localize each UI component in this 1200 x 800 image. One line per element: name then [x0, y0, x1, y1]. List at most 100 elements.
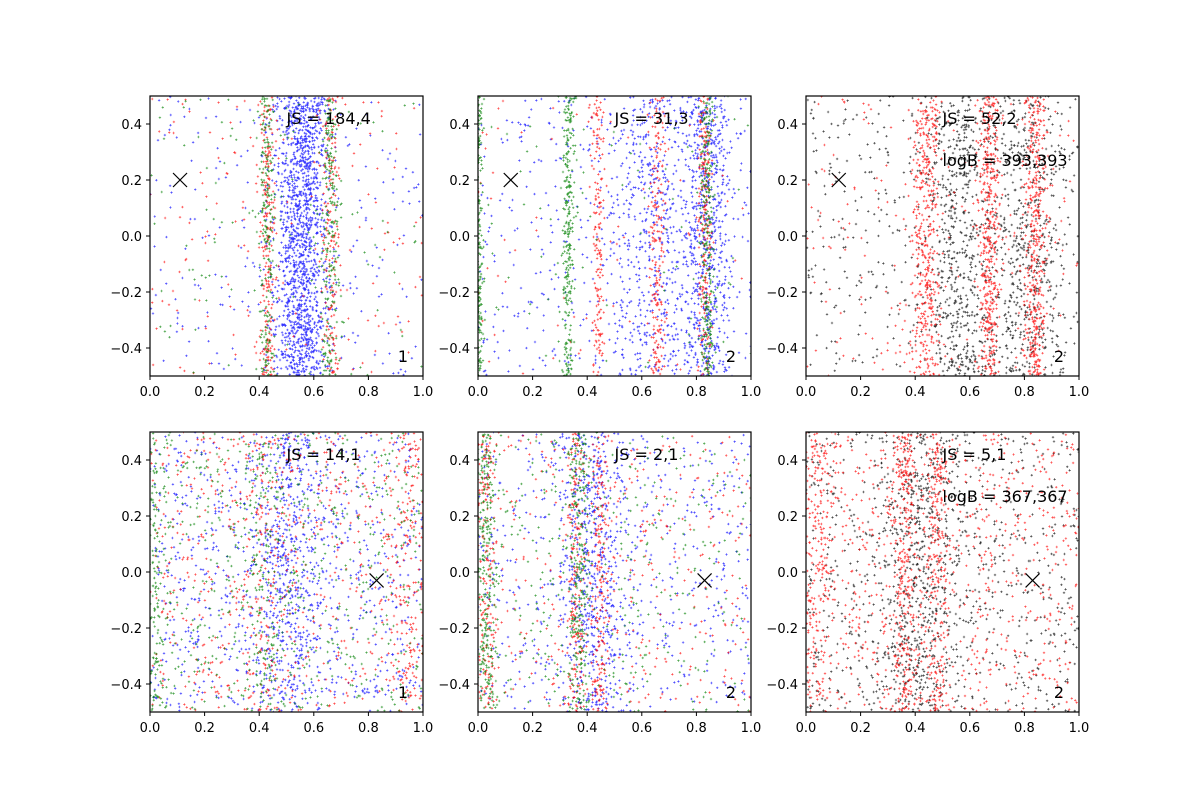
x-marker [1025, 572, 1041, 588]
y-tick-label: −0.4 [110, 678, 142, 693]
y-tick-label: −0.2 [438, 622, 470, 637]
y-tick-label: 0.0 [777, 230, 798, 245]
x-tick-label: 0.0 [468, 385, 489, 400]
y-tick-label: 0.0 [121, 566, 142, 581]
x-marker [831, 172, 847, 188]
x-tick-label: 0.2 [522, 385, 543, 400]
y-tick-label: −0.4 [766, 678, 798, 693]
y-tick-label: −0.4 [438, 678, 470, 693]
scatter-panel-top-middle: JS = 31,3 2 0.0 0.2 0.4 0.6 0.8 1.0 0.4 0.2 0.0 −0.… [438, 95, 761, 400]
x-tick-label: 0.8 [686, 721, 707, 736]
data-points [806, 96, 1079, 376]
x-tick-label: 1.0 [1069, 721, 1090, 736]
x-tick-label: 1.0 [413, 721, 434, 736]
x-tick-label: 0.8 [358, 385, 379, 400]
annotation-text: JS = 14,1 [286, 445, 361, 464]
annotation-text: JS = 5,1 [942, 445, 1007, 464]
point-cloud-red [806, 96, 1079, 376]
x-tick-label: 0.6 [303, 721, 324, 736]
x-tick-label: 0.2 [522, 721, 543, 736]
y-tick-label: 0.4 [777, 454, 798, 469]
y-tick-label: 0.2 [777, 510, 798, 525]
series-blue [150, 96, 423, 376]
x-tick-label: 1.0 [741, 721, 762, 736]
y-tick-label: 0.0 [449, 230, 470, 245]
series-green [150, 432, 423, 712]
scatter-panel-bottom-middle: JS = 2,1 2 0.0 0.2 0.4 0.6 0.8 1.0 0.4 0.2 0.0 −0.2… [438, 431, 761, 736]
x-tick-label: 0.2 [194, 385, 215, 400]
corner-label: 1 [398, 347, 408, 366]
series-black [806, 432, 1079, 712]
y-tick-label: 0.2 [121, 174, 142, 189]
y-tick-label: 0.4 [449, 454, 470, 469]
y-tick-label: 0.2 [449, 174, 470, 189]
scatter-panel-top-right: JS = 52,2 logB = 393,393 2 0.0 0.2 0.4 0.6 0.8 1… [766, 95, 1090, 400]
scatter-panel-bottom-right: JS = 5,1 logB = 367,367 2 0.0 0.2 0.4 0.6 0.8 1.… [766, 431, 1089, 736]
x-tick-label: 0.0 [140, 721, 161, 736]
y-tick-label: 0.0 [777, 566, 798, 581]
x-tick-label: 0.0 [796, 385, 817, 400]
x-tick-label: 0.4 [577, 385, 598, 400]
x-tick-label: 0.6 [303, 385, 324, 400]
point-cloud-green [150, 96, 423, 376]
corner-label: 2 [1054, 683, 1064, 702]
annotation-text: JS = 2,1 [614, 445, 679, 464]
x-tick-label: 0.2 [850, 721, 871, 736]
series-blue [150, 432, 423, 712]
data-points [806, 432, 1079, 712]
y-tick-label: −0.2 [110, 286, 142, 301]
x-tick-label: 1.0 [1069, 385, 1090, 400]
y-tick-label: −0.2 [438, 286, 470, 301]
series-red [150, 96, 423, 376]
y-tick-label: −0.2 [766, 622, 798, 637]
x-tick-label: 0.6 [631, 385, 652, 400]
axes-frame [149, 431, 424, 713]
data-points [150, 432, 423, 712]
series-green [478, 96, 751, 376]
x-tick-label: 0.8 [358, 721, 379, 736]
y-tick-label: 0.2 [449, 510, 470, 525]
x-tick-label: 0.2 [194, 721, 215, 736]
y-tick-label: 0.2 [777, 174, 798, 189]
x-tick-label: 0.4 [905, 721, 926, 736]
x-marker [503, 172, 519, 188]
corner-label: 2 [726, 683, 736, 702]
series-red [806, 96, 1079, 376]
point-cloud-green [150, 432, 423, 712]
point-cloud-blue [150, 432, 423, 712]
y-tick-label: −0.2 [110, 622, 142, 637]
y-tick-label: 0.4 [121, 118, 142, 133]
data-points [150, 96, 423, 376]
y-tick-label: −0.4 [110, 342, 142, 357]
y-tick-label: 0.2 [121, 510, 142, 525]
y-tick-label: 0.4 [121, 454, 142, 469]
annotation-text: logB = 367,367 [943, 487, 1068, 506]
x-tick-label: 0.8 [686, 385, 707, 400]
series-red [806, 432, 1079, 712]
annotation-text: JS = 52,2 [942, 109, 1017, 128]
corner-label: 1 [398, 683, 408, 702]
scatter-panel-top-left: JS = 184,4 1 0.0 0.2 0.4 0.6 0.8 1.0 0.4 0.2 0.0 −0… [110, 95, 433, 400]
data-points [478, 96, 751, 376]
annotation-text: JS = 184,4 [286, 109, 371, 128]
x-tick-label: 0.0 [468, 721, 489, 736]
point-cloud-red [150, 96, 423, 376]
x-tick-label: 0.6 [959, 721, 980, 736]
point-cloud-green [478, 432, 751, 712]
series-black [806, 96, 1079, 376]
x-tick-label: 0.6 [959, 385, 980, 400]
x-marker [172, 172, 188, 188]
x-tick-label: 1.0 [741, 385, 762, 400]
series-red [478, 96, 744, 376]
x-tick-label: 0.2 [850, 385, 871, 400]
axes-frame [149, 95, 424, 377]
data-points [478, 432, 751, 712]
series-green [478, 432, 751, 712]
point-cloud-red [478, 96, 744, 376]
corner-label: 2 [1054, 347, 1064, 366]
x-tick-label: 0.8 [1014, 385, 1035, 400]
annotation-text: JS = 31,3 [614, 109, 689, 128]
x-tick-label: 0.8 [1014, 721, 1035, 736]
x-tick-label: 0.4 [905, 385, 926, 400]
